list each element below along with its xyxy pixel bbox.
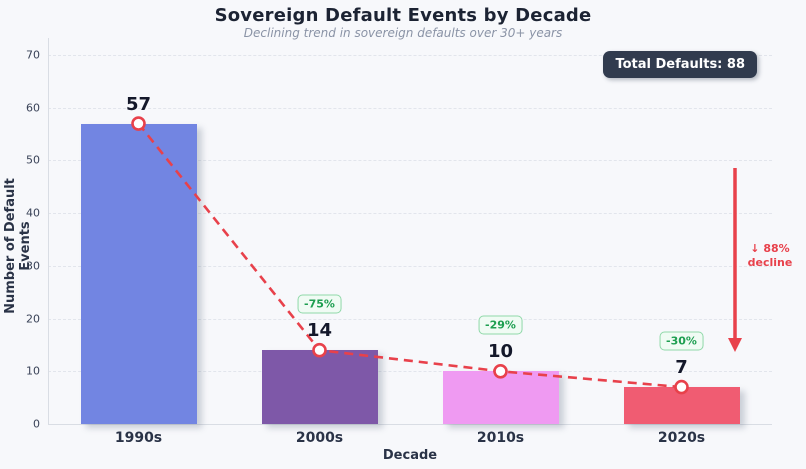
y-tick-50: 50	[26, 153, 40, 167]
value-label-2020s: 7	[675, 357, 688, 379]
gridline-60	[48, 107, 772, 109]
decline-annotation: ↓ 88% decline	[742, 242, 798, 270]
decline-annotation-line2: decline	[747, 256, 793, 269]
value-label-2010s: 10	[487, 341, 514, 363]
y-tick-20: 20	[26, 312, 40, 326]
y-tick-60: 60	[26, 101, 40, 115]
pct-change-badge-2020s: -30%	[659, 331, 704, 351]
value-label-1990s: 57	[125, 93, 152, 115]
trend-line	[137, 122, 682, 389]
bar-1990s	[80, 123, 197, 424]
value-label-2000s: 14	[306, 320, 333, 342]
y-tick-40: 40	[26, 206, 40, 220]
y-tick-30: 30	[26, 259, 40, 273]
gridline-70	[48, 55, 772, 56]
pct-change-badge-2000s: -75%	[297, 294, 342, 314]
pct-change-badge-2010s: -29%	[478, 315, 523, 335]
x-tick-2010s: 2010s	[476, 430, 525, 446]
x-tick-2020s: 2020s	[657, 430, 706, 446]
bar-2010s	[442, 371, 559, 424]
y-tick-0: 0	[33, 417, 40, 431]
bar-2000s	[261, 350, 378, 424]
y-tick-10: 10	[26, 364, 40, 378]
y-axis-spine	[48, 38, 49, 424]
total-defaults-badge: Total Defaults: 88	[603, 51, 757, 78]
x-axis-spine	[48, 424, 772, 425]
bar-2020s	[623, 387, 740, 424]
x-axis-label: Decade	[382, 448, 438, 463]
chart-subtitle: Declining trend in sovereign defaults ov…	[243, 26, 563, 40]
y-tick-70: 70	[26, 48, 40, 62]
chart-title: Sovereign Default Events by Decade	[214, 5, 592, 26]
decline-annotation-line1: ↓ 88%	[750, 242, 790, 255]
x-tick-2000s: 2000s	[295, 430, 344, 446]
x-tick-1990s: 1990s	[114, 430, 163, 446]
decline-arrow-head-icon	[728, 338, 742, 352]
y-axis-label: Number of Default Events	[3, 178, 33, 314]
